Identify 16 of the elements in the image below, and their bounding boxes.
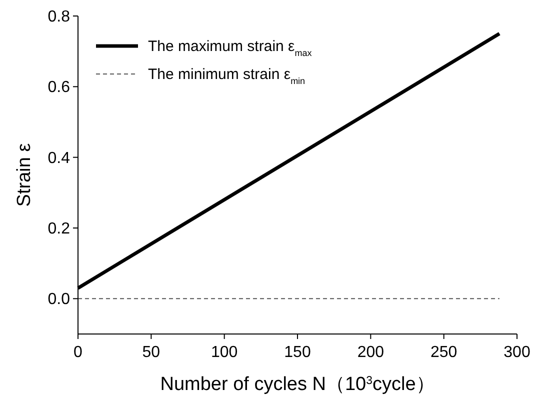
y-tick-label: 0.2 (48, 220, 70, 238)
x-axis-title: Number of cycles N（10$^{3}$cycle） (160, 374, 435, 395)
x-tick-label: 50 (142, 344, 160, 361)
legend-label: The maximum strain ε$_{max}$ (148, 38, 312, 58)
x-tick-label: 300 (504, 344, 530, 361)
y-tick-label: 0.4 (48, 150, 70, 167)
x-tick-label: 150 (284, 344, 311, 361)
y-tick-label: 0.6 (48, 79, 70, 96)
y-axis-title: Strain ε (14, 142, 35, 207)
x-tick-label: 100 (210, 344, 238, 361)
legend-label: The minimum strain ε$_{min}$ (148, 66, 306, 86)
y-tick-label: 0.0 (48, 291, 70, 308)
x-tick-label: 200 (357, 344, 384, 361)
x-tick-label: 250 (430, 344, 458, 361)
y-tick-label: 0.8 (48, 8, 70, 26)
x-tick-label: 0 (74, 344, 83, 361)
